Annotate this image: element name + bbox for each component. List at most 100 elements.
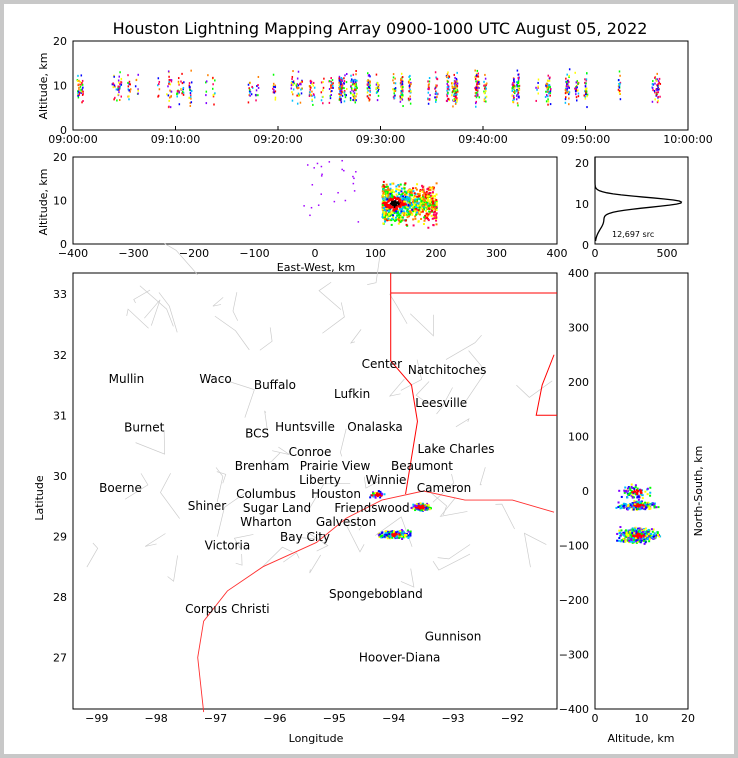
source-point xyxy=(617,501,620,504)
source-point xyxy=(409,530,412,533)
source-point xyxy=(398,205,401,208)
source-point xyxy=(641,505,644,508)
source-point xyxy=(366,72,369,75)
source-point xyxy=(640,532,643,535)
source-point xyxy=(328,80,331,83)
source-point xyxy=(628,529,631,532)
source-point xyxy=(633,489,636,492)
source-point xyxy=(409,534,412,537)
state-border xyxy=(535,354,557,416)
source-point xyxy=(375,492,378,495)
source-point xyxy=(476,89,479,92)
source-point xyxy=(400,187,403,190)
source-point xyxy=(476,69,479,72)
figure: Houston Lightning Mapping Array 0900-100… xyxy=(4,4,734,754)
source-point xyxy=(411,506,414,509)
source-point xyxy=(566,88,568,91)
x-axis-label: East-West, km xyxy=(277,261,355,274)
source-point xyxy=(398,213,401,216)
source-point xyxy=(157,84,159,87)
source-point xyxy=(430,197,433,200)
source-point xyxy=(300,80,303,83)
source-point xyxy=(398,536,401,539)
x-tick-label: −200 xyxy=(179,247,209,260)
source-point xyxy=(329,94,332,97)
source-point xyxy=(290,87,293,90)
source-point xyxy=(350,85,352,88)
county-line xyxy=(167,555,178,582)
source-point xyxy=(77,96,80,99)
source-point xyxy=(656,91,658,94)
county-line xyxy=(215,467,224,502)
source-point xyxy=(407,530,410,533)
source-point xyxy=(412,210,415,213)
source-point xyxy=(346,88,348,91)
source-point xyxy=(331,86,333,89)
source-point xyxy=(633,487,636,490)
source-point xyxy=(616,539,619,542)
source-point xyxy=(568,86,570,89)
source-point xyxy=(414,205,417,208)
source-point xyxy=(631,493,634,496)
source-point xyxy=(568,97,570,100)
source-point xyxy=(399,220,402,223)
source-point xyxy=(418,193,421,196)
source-point xyxy=(431,186,434,189)
source-point xyxy=(619,540,622,543)
source-point xyxy=(453,84,456,87)
source-point xyxy=(621,533,624,536)
source-point xyxy=(377,493,380,496)
source-point xyxy=(434,214,437,217)
source-point xyxy=(655,78,657,81)
source-point xyxy=(384,189,387,192)
source-point xyxy=(412,187,415,190)
source-point xyxy=(351,88,353,91)
source-point xyxy=(354,87,356,90)
source-point xyxy=(428,206,431,209)
source-point xyxy=(401,85,403,88)
x-tick-label: 10:00:00 xyxy=(663,133,712,146)
source-point xyxy=(320,99,323,102)
source-point xyxy=(169,106,172,109)
city-label: Cameron xyxy=(417,481,471,495)
source-point xyxy=(407,536,410,539)
source-point xyxy=(392,218,395,221)
source-point xyxy=(397,191,400,194)
source-point xyxy=(381,185,384,188)
source-point xyxy=(639,494,642,497)
source-point xyxy=(391,530,394,533)
source-point xyxy=(474,86,476,89)
source-point xyxy=(257,75,260,78)
source-point xyxy=(433,201,436,204)
source-point xyxy=(427,195,430,198)
source-point xyxy=(566,73,568,76)
source-point xyxy=(535,86,537,89)
county-line xyxy=(495,503,515,530)
source-point xyxy=(547,90,549,93)
city-label: Leesville xyxy=(415,396,467,410)
source-point xyxy=(454,95,457,98)
source-point xyxy=(117,79,120,82)
source-point xyxy=(368,93,371,96)
source-point xyxy=(474,102,477,105)
source-point xyxy=(382,184,385,187)
source-point xyxy=(330,80,332,83)
source-point xyxy=(577,82,579,85)
source-point xyxy=(115,88,118,91)
source-point xyxy=(452,99,455,102)
source-point xyxy=(618,532,621,535)
source-point xyxy=(170,80,173,83)
source-point xyxy=(410,81,412,84)
source-point xyxy=(433,204,436,207)
source-point xyxy=(409,74,411,77)
source-point xyxy=(351,93,354,96)
source-point xyxy=(113,75,115,78)
source-point xyxy=(627,486,630,489)
source-point xyxy=(537,85,539,88)
source-point xyxy=(630,483,633,486)
source-point xyxy=(483,90,485,93)
source-point xyxy=(433,217,436,220)
source-point xyxy=(456,80,458,83)
source-point xyxy=(394,205,397,208)
source-point xyxy=(411,201,414,204)
